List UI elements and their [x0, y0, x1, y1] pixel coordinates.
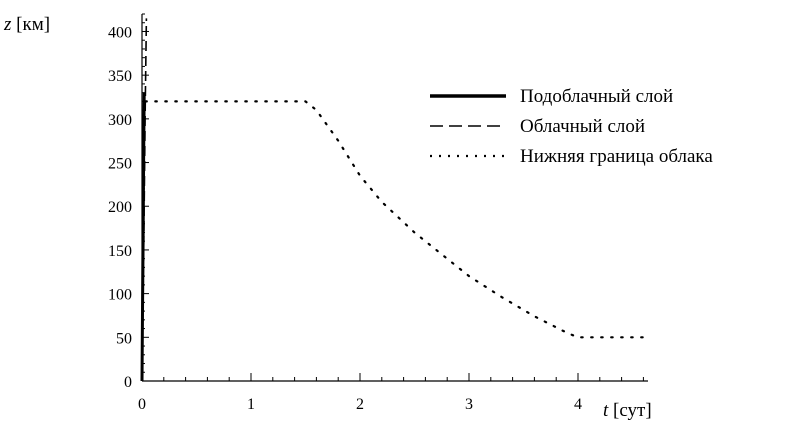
legend-item-cloud: Облачный слой: [430, 116, 645, 137]
legend-label: Облачный слой: [520, 116, 645, 137]
y-tick-label: 300: [108, 112, 132, 129]
y-tick-label: 350: [108, 68, 132, 85]
y-axis-ticks: 0 50 100 150 200 250 300 350 400: [108, 13, 149, 391]
series-layer: [140, 18, 645, 382]
y-tick-label: 400: [108, 24, 132, 41]
y-tick-label: 150: [108, 243, 132, 260]
y-tick-label: 250: [108, 156, 132, 173]
axes: [141, 14, 648, 382]
legend-label: Нижняя граница облака: [520, 146, 713, 167]
legend: Подоблачный слой Облачный слой Нижняя гр…: [430, 86, 713, 167]
y-axis-label: z [км]: [3, 14, 50, 35]
x-axis-ticks: 0 1 2 3 4: [138, 373, 644, 413]
legend-label: Подоблачный слой: [520, 86, 673, 107]
y-tick-label: 0: [124, 374, 132, 391]
y-tick-label: 50: [116, 330, 132, 347]
y-tick-label: 100: [108, 287, 132, 304]
legend-item-cloud-base: Нижняя граница облака: [430, 146, 713, 167]
series-line-dashed: [141, 18, 148, 382]
x-axis-label: t [сут]: [603, 400, 652, 421]
series-line-dotted: [144, 100, 645, 339]
x-tick-label: 3: [465, 396, 473, 413]
x-tick-label: 2: [356, 396, 364, 413]
x-tick-label: 0: [138, 396, 146, 413]
x-tick-label: 1: [247, 396, 255, 413]
legend-item-subcloud: Подоблачный слой: [430, 86, 673, 107]
y-tick-label: 200: [108, 199, 132, 216]
x-tick-label: 4: [574, 396, 582, 413]
